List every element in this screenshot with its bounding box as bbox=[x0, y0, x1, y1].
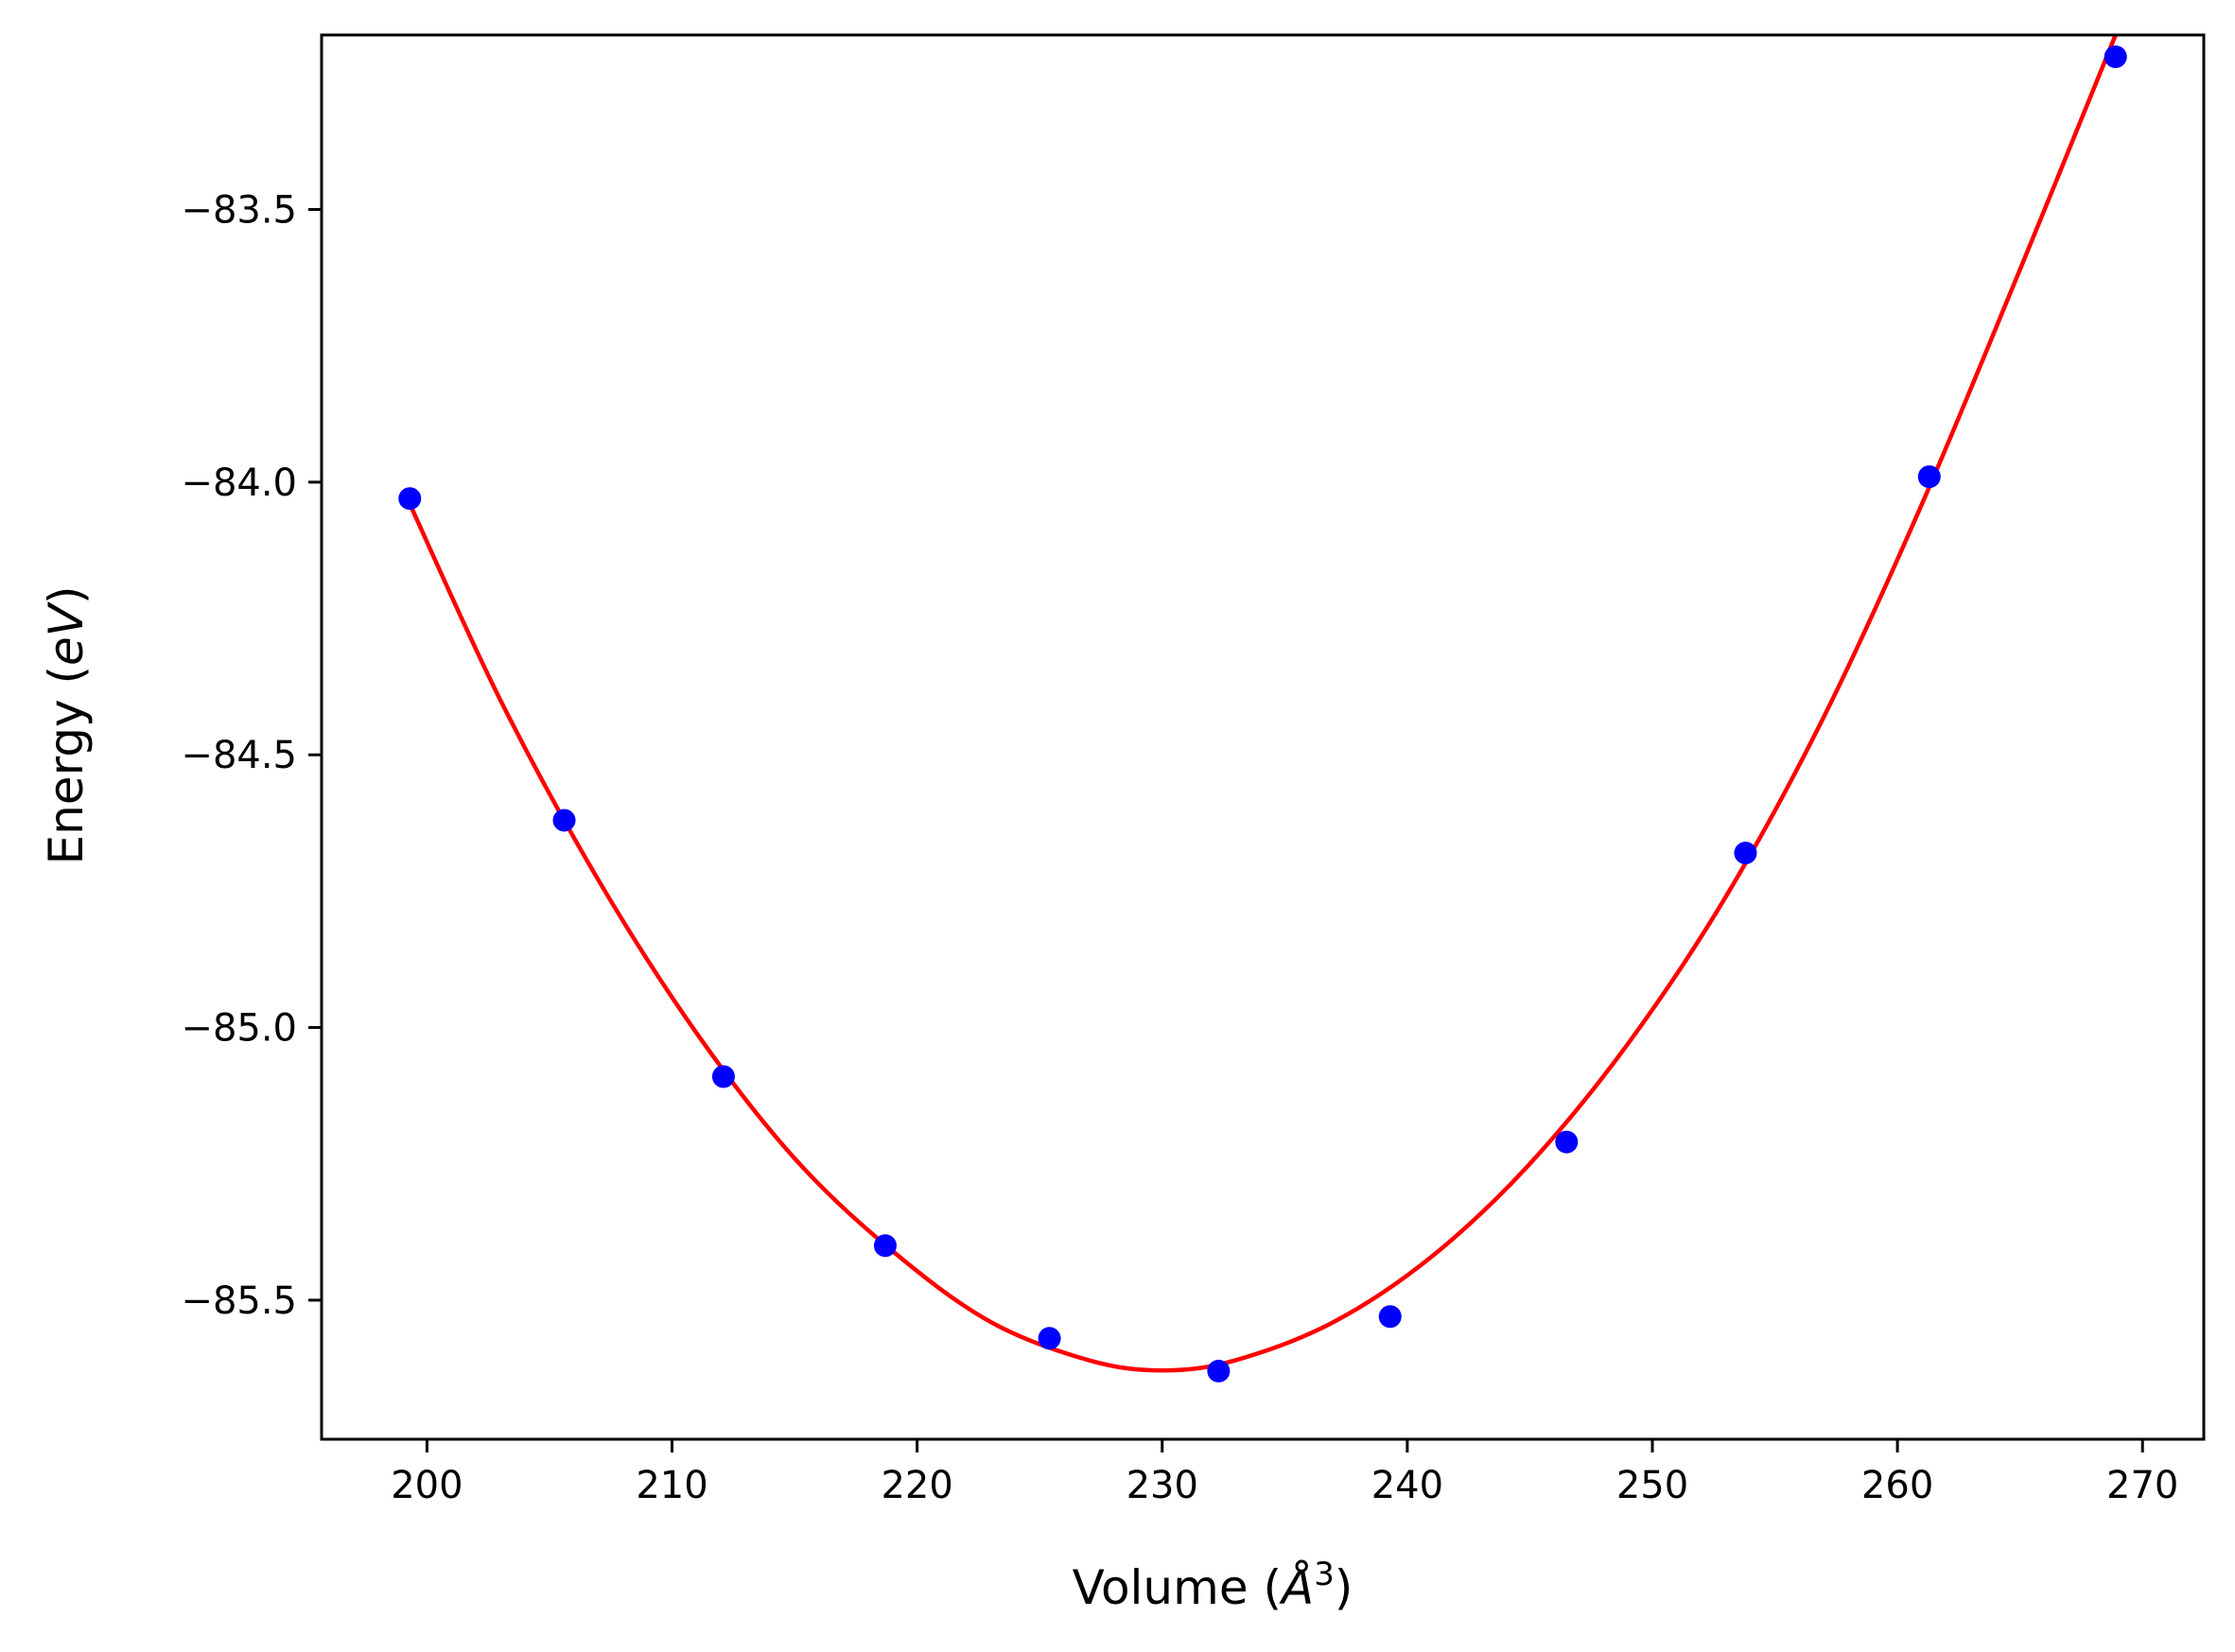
data-point bbox=[711, 1065, 735, 1088]
y-tick-label: −85.0 bbox=[181, 1007, 297, 1051]
data-point bbox=[1734, 842, 1757, 865]
data-point bbox=[2104, 45, 2127, 69]
x-axis-title-prefix: Volume ( bbox=[1073, 1560, 1282, 1615]
fit-curve bbox=[408, 34, 2118, 1373]
x-tick-label: 270 bbox=[2106, 1464, 2178, 1507]
y-axis-title-suffix: ) bbox=[39, 586, 94, 605]
data-point bbox=[873, 1234, 897, 1258]
data-point bbox=[1207, 1359, 1231, 1382]
x-axis-title-unit: Å bbox=[1279, 1560, 1314, 1615]
x-tick-label: 240 bbox=[1371, 1464, 1443, 1507]
x-tick-label: 220 bbox=[881, 1464, 952, 1507]
data-point bbox=[1555, 1130, 1579, 1154]
y-axis-title-unit: eV bbox=[39, 600, 94, 666]
plot-frame bbox=[320, 33, 2206, 1441]
x-tick-label: 230 bbox=[1126, 1464, 1198, 1507]
x-axis-title: Volume (Å3) bbox=[1073, 1556, 1353, 1615]
x-tick-label: 260 bbox=[1861, 1464, 1933, 1507]
x-tick-label: 250 bbox=[1616, 1464, 1688, 1507]
data-point bbox=[1378, 1305, 1402, 1329]
y-tick-label: −83.5 bbox=[181, 189, 297, 233]
data-point bbox=[1038, 1327, 1061, 1350]
y-tick-label: −84.0 bbox=[181, 461, 297, 505]
data-point bbox=[398, 487, 422, 511]
y-axis-title-prefix: Energy ( bbox=[39, 666, 94, 864]
y-axis: −83.5 −84.0 −84.5 −85.0 −85.5 bbox=[181, 189, 322, 1323]
data-point bbox=[1917, 465, 1941, 489]
x-tick-label: 210 bbox=[636, 1464, 707, 1507]
x-tick-label: 200 bbox=[391, 1464, 463, 1507]
x-axis-title-power: 3 bbox=[1314, 1556, 1335, 1593]
x-axis-title-suffix: ) bbox=[1335, 1560, 1353, 1615]
plot-area bbox=[398, 34, 2127, 1382]
x-axis: 200 210 220 230 240 250 260 270 bbox=[391, 1439, 2178, 1507]
y-tick-label: −85.5 bbox=[181, 1279, 297, 1323]
y-axis-title: Energy (eV) bbox=[39, 586, 94, 865]
y-tick-label: −84.5 bbox=[181, 734, 297, 777]
data-point bbox=[552, 809, 576, 832]
